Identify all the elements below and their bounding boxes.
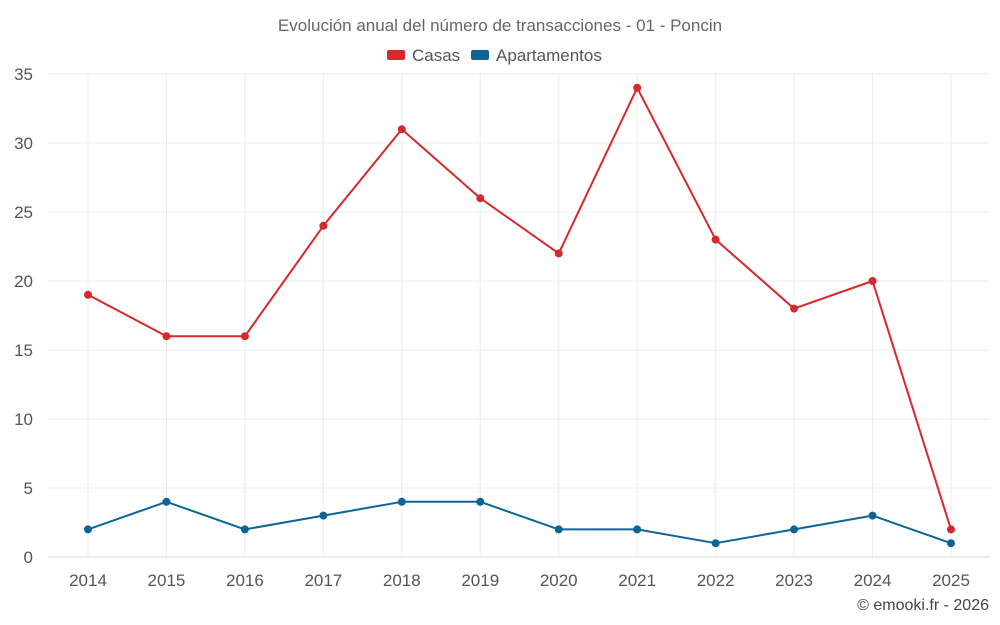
data-point-casas[interactable] [162, 332, 171, 341]
data-point-apartamentos[interactable] [947, 539, 955, 548]
legend-item-apartamentos[interactable]: Apartamentos [471, 46, 602, 65]
data-point-casas[interactable] [711, 235, 720, 244]
series-casas [84, 83, 955, 534]
y-tick-label: 20 [14, 272, 33, 291]
x-tick-label: 2025 [932, 571, 970, 590]
legend: Casas Apartamentos [387, 46, 602, 65]
x-tick-label: 2021 [618, 571, 656, 590]
x-tick-label: 2018 [383, 571, 421, 590]
x-tick-label: 2023 [775, 571, 813, 590]
data-point-casas[interactable] [633, 83, 642, 92]
chart-title: Evolución anual del número de transaccio… [278, 16, 722, 35]
data-point-casas[interactable] [476, 194, 485, 203]
data-point-apartamentos[interactable] [476, 497, 485, 506]
x-tick-label: 2016 [226, 571, 264, 590]
y-tick-label: 0 [24, 548, 33, 567]
grid [48, 73, 990, 557]
data-point-casas[interactable] [554, 249, 563, 258]
y-tick-label: 35 [14, 65, 33, 84]
data-point-casas[interactable] [868, 277, 877, 285]
data-point-apartamentos[interactable] [790, 525, 799, 534]
data-point-casas[interactable] [790, 304, 799, 313]
x-tick-label: 2022 [697, 571, 735, 590]
legend-label-apartamentos: Apartamentos [496, 46, 602, 65]
series [84, 83, 955, 548]
x-tick-label: 2017 [304, 571, 342, 590]
data-point-apartamentos[interactable] [319, 511, 328, 520]
legend-swatch-casas [387, 50, 405, 60]
x-tick-label: 2019 [461, 571, 499, 590]
y-tick-label: 5 [24, 479, 33, 498]
y-tick-label: 30 [14, 134, 33, 153]
series-line-apartamentos [87, 500, 952, 545]
data-point-apartamentos[interactable] [868, 511, 877, 520]
data-point-apartamentos[interactable] [554, 525, 563, 534]
data-point-casas[interactable] [319, 221, 328, 230]
series-apartamentos [84, 497, 955, 548]
legend-swatch-apartamentos [471, 50, 489, 60]
x-tick-label: 2024 [854, 571, 892, 590]
data-point-apartamentos[interactable] [162, 497, 171, 506]
y-tick-label: 10 [14, 410, 33, 429]
data-point-casas[interactable] [947, 525, 955, 534]
data-point-apartamentos[interactable] [711, 539, 720, 548]
x-tick-label: 2014 [69, 571, 107, 590]
credit-text: © emooki.fr - 2026 [857, 597, 989, 614]
data-point-apartamentos[interactable] [633, 525, 642, 534]
legend-label-casas: Casas [412, 46, 460, 65]
data-point-apartamentos[interactable] [84, 525, 92, 534]
x-tick-label: 2020 [540, 571, 578, 590]
series-line-casas [87, 86, 952, 530]
data-point-apartamentos[interactable] [240, 525, 249, 534]
legend-item-casas[interactable]: Casas [387, 46, 460, 65]
data-point-casas[interactable] [240, 332, 249, 341]
y-tick-label: 25 [14, 203, 33, 222]
data-point-apartamentos[interactable] [397, 497, 406, 506]
y-tick-label: 15 [14, 341, 33, 360]
data-point-casas[interactable] [397, 125, 406, 134]
x-tick-label: 2015 [148, 571, 186, 590]
data-point-casas[interactable] [84, 290, 92, 299]
